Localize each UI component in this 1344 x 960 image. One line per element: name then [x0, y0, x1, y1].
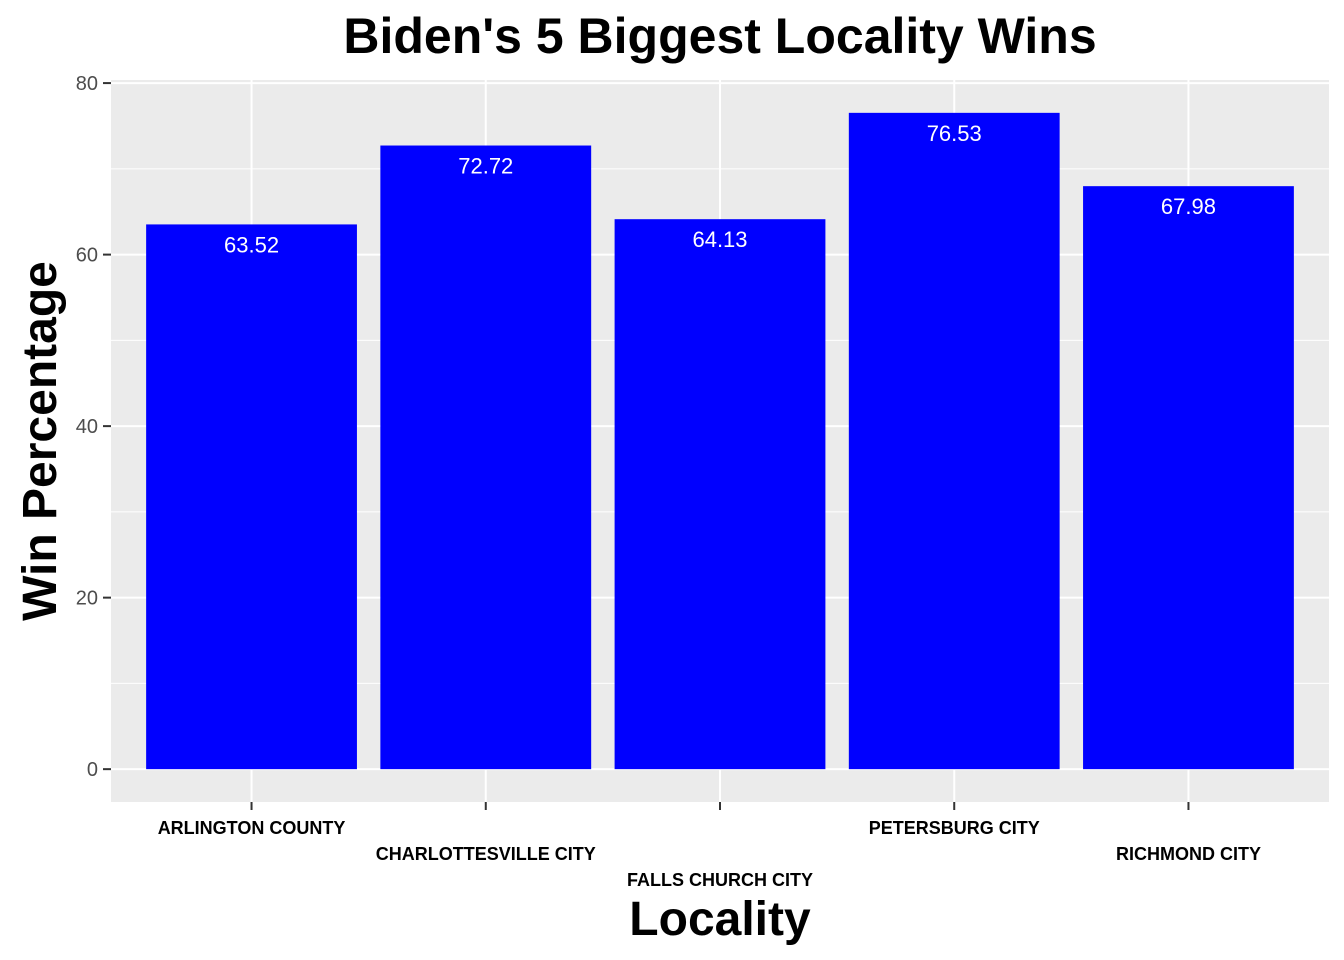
bar-1: [380, 145, 592, 770]
bar-value-label-2: 64.13: [692, 227, 747, 252]
y-tick-label-4: 80: [76, 73, 98, 95]
y-tick-label-1: 20: [76, 588, 98, 610]
chart-title: Biden's 5 Biggest Locality Wins: [343, 8, 1096, 64]
bar-2: [614, 219, 826, 770]
x-axis: ARLINGTON COUNTY CHARLOTTESVILLE CITY FALL…: [158, 802, 1261, 890]
bar-4: [1083, 186, 1294, 770]
bar-value-label-3: 76.53: [927, 121, 982, 146]
x-tick-label-1: CHARLOTTESVILLE CITY: [376, 844, 596, 864]
y-axis: 0 20 40 60 80: [76, 73, 111, 781]
bar-value-label-1: 72.72: [458, 154, 513, 179]
bars: [146, 112, 1294, 770]
x-tick-label-0: ARLINGTON COUNTY: [158, 818, 346, 838]
y-tick-label-0: 0: [87, 759, 98, 781]
x-tick-label-2: FALLS CHURCH CITY: [627, 870, 813, 890]
bar-value-label-0: 63.52: [224, 232, 279, 257]
bar-3: [848, 112, 1060, 770]
x-axis-title: Locality: [629, 893, 811, 946]
y-axis-title: Win Percentage: [14, 261, 67, 621]
y-tick-label-2: 40: [76, 416, 98, 438]
y-tick-label-3: 60: [76, 245, 98, 267]
bar-value-labels: 63.52 72.72 64.13 76.53 67.98: [224, 121, 1216, 258]
x-tick-label-3: PETERSBURG CITY: [869, 818, 1040, 838]
bar-0: [146, 224, 357, 770]
bar-value-label-4: 67.98: [1161, 194, 1216, 219]
x-tick-label-4: RICHMOND CITY: [1116, 844, 1261, 864]
